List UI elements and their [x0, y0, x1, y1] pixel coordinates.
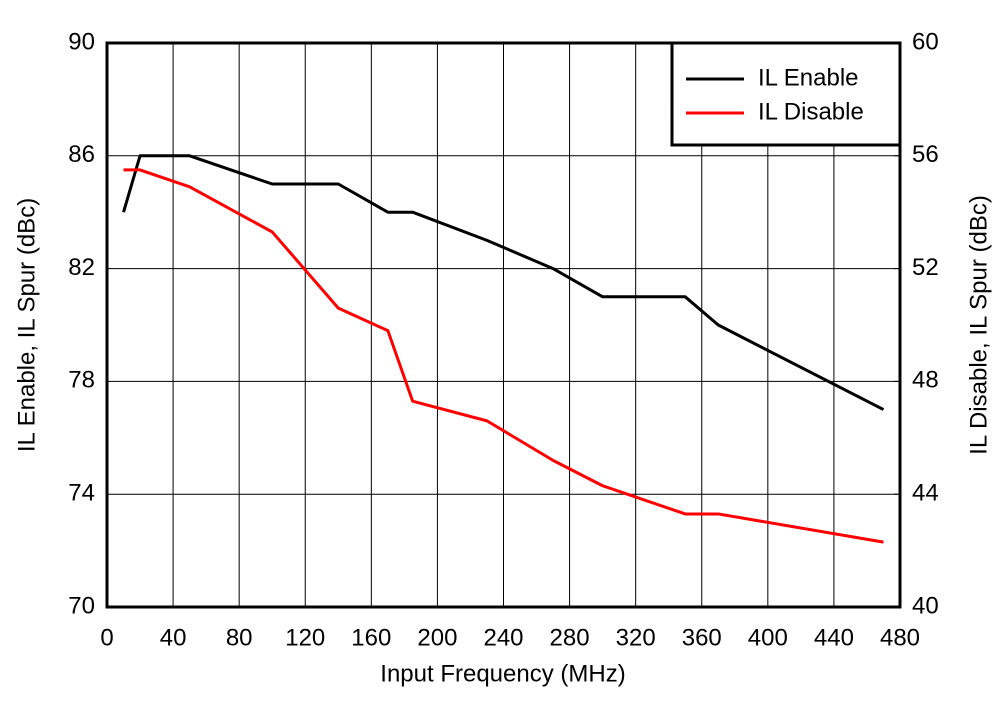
legend-box	[670, 41, 902, 147]
y-tick-label: 70	[68, 592, 95, 619]
x-tick-label: 400	[748, 624, 788, 651]
y2-tick-label: 44	[912, 480, 939, 507]
x-axis-label: Input Frequency (MHz)	[380, 660, 625, 687]
series-line	[123, 168, 884, 544]
legend-label: IL Enable	[758, 64, 859, 91]
x-tick-label: 40	[160, 624, 187, 651]
y2-tick-label: 60	[912, 28, 939, 55]
x-tick-label: 120	[285, 624, 325, 651]
y2-axis-label: IL Disable, IL Spur (dBc)	[965, 195, 992, 455]
y2-tick-label: 56	[912, 141, 939, 168]
x-tick-label: 480	[880, 624, 920, 651]
x-tick-label: 0	[100, 624, 113, 651]
x-tick-label: 360	[682, 624, 722, 651]
legend-label: IL Disable	[758, 98, 864, 125]
x-tick-label: 200	[417, 624, 457, 651]
x-tick-label: 160	[351, 624, 391, 651]
x-tick-label: 440	[814, 624, 854, 651]
x-tick-label: 320	[616, 624, 656, 651]
y-tick-label: 82	[68, 254, 95, 281]
y-axis-label: IL Enable, IL Spur (dBc)	[13, 198, 40, 452]
y2-tick-label: 40	[912, 592, 939, 619]
x-tick-label: 280	[550, 624, 590, 651]
x-tick-label: 80	[226, 624, 253, 651]
y-tick-label: 74	[68, 480, 95, 507]
y-tick-label: 78	[68, 367, 95, 394]
y-tick-label: 90	[68, 28, 95, 55]
y2-tick-label: 52	[912, 254, 939, 281]
series-line	[122, 154, 885, 411]
y2-tick-label: 48	[912, 367, 939, 394]
y-tick-label: 86	[68, 141, 95, 168]
plot-frame	[105, 41, 902, 609]
x-tick-label: 240	[483, 624, 523, 651]
